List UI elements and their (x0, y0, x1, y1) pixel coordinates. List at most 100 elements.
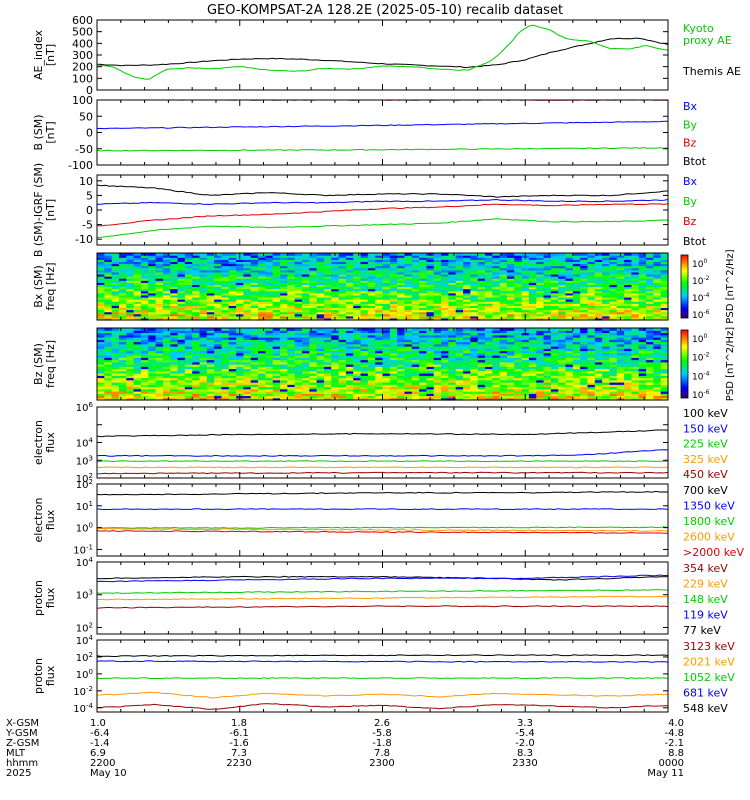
spectrogram-cell (331, 366, 340, 370)
spectrogram-cell (375, 352, 384, 356)
spectrogram-cell (404, 346, 413, 349)
spectrogram-cell (155, 315, 164, 319)
spectrogram-cell (426, 373, 435, 376)
spectrogram-cell (514, 255, 523, 258)
spectrogram-cell (382, 282, 391, 285)
spectrogram-cell (419, 271, 428, 275)
spectrogram-cell (140, 276, 149, 279)
spectrogram-cell (463, 384, 471, 388)
spectrogram-cell (389, 294, 398, 298)
spectrogram-cell (133, 282, 142, 285)
spectrogram-cell (243, 359, 252, 363)
spectrogram-cell (338, 337, 347, 340)
spectrogram-cell (192, 276, 201, 279)
spectrogram-cell (221, 271, 230, 275)
spectrogram-cell (214, 384, 223, 388)
spectrogram-cell (104, 278, 113, 281)
spectrogram-cell (367, 350, 376, 354)
spectrogram-cell (602, 357, 611, 361)
spectrogram-cell (492, 384, 501, 388)
spectrogram-cell (514, 397, 523, 401)
spectrogram-cell (323, 382, 332, 385)
spectrogram-cell (375, 263, 384, 267)
series-group (97, 184, 668, 239)
spectrogram-cell (536, 364, 545, 367)
spectrogram-cell (499, 311, 508, 315)
spectrogram-cell (148, 259, 157, 262)
spectrogram-cell (104, 375, 113, 379)
spectrogram-cell (484, 357, 493, 361)
spectrogram-cell (492, 271, 501, 275)
spectrogram-cell (301, 317, 310, 321)
spectrogram-cell (594, 311, 603, 315)
spectrogram-cell (441, 361, 449, 365)
spectrogram-cell (309, 313, 318, 317)
spectrogram-cell (397, 377, 406, 381)
spectrogram-cell (624, 377, 632, 381)
spectrogram-cell (250, 355, 259, 358)
spectrogram-cell (236, 384, 245, 388)
spectrogram-cell (287, 366, 296, 370)
spectrogram-cell (426, 292, 435, 296)
spectrogram-cell (536, 393, 545, 397)
spectrogram-cell (433, 339, 442, 343)
spectrogram-cell (236, 366, 245, 370)
spectrogram-cell (280, 395, 288, 399)
spectrogram-cell (543, 269, 552, 273)
spectrogram-cell (126, 352, 135, 356)
spectrogram-cell (294, 350, 303, 354)
spectrogram-cell (177, 286, 186, 290)
spectrogram-cell (653, 313, 662, 317)
spectrogram-cell (521, 278, 530, 281)
spectrogram-cell (126, 384, 135, 388)
spectrogram-cell (528, 255, 537, 258)
spectrogram-cell (162, 261, 171, 265)
spectrogram-cell (155, 292, 164, 296)
spectrogram-cell (653, 280, 662, 283)
spectrogram-cell (133, 341, 142, 345)
spectrogram-cell (265, 384, 274, 388)
spectrogram-cell (594, 253, 603, 256)
spectrogram-cell (550, 305, 559, 309)
spectrogram-cell (660, 288, 669, 292)
spectrogram-cell (294, 382, 303, 385)
spectrogram-cell (594, 271, 603, 275)
spectrogram-cell (638, 337, 647, 340)
spectrogram-cell (397, 343, 406, 347)
spectrogram-cell (111, 290, 120, 294)
spectrogram-cell (404, 273, 413, 277)
spectrogram-cell (646, 375, 654, 379)
spectrogram-cell (272, 309, 281, 313)
spectrogram-cell (404, 299, 413, 302)
spectrogram-cell (499, 301, 508, 304)
spectrogram-cell (243, 382, 252, 385)
spectrogram-cell (580, 292, 589, 296)
spectrogram-cell (638, 299, 647, 302)
spectrogram-cell (294, 341, 303, 345)
spectrogram-cell (638, 278, 647, 281)
spectrogram-cell (236, 267, 245, 271)
spectrogram-cell (265, 350, 274, 354)
spectrogram-cell (228, 276, 237, 279)
spectrogram-cell (404, 292, 413, 296)
spectrogram-cell (287, 290, 296, 294)
spectrogram-cell (404, 377, 413, 381)
spectrogram-cell (177, 253, 186, 256)
spectrogram-cell (155, 263, 164, 267)
spectrogram-cell (426, 366, 435, 370)
spectrogram-cell (397, 368, 406, 372)
spectrogram-cell (463, 288, 471, 292)
spectrogram-cell (353, 361, 362, 365)
spectrogram-cell (653, 261, 662, 265)
spectrogram-cell (638, 366, 647, 370)
spectrogram-cell (177, 346, 186, 349)
spectrogram-cell (280, 348, 288, 352)
spectrogram-cell (206, 370, 215, 374)
spectrogram-cell (375, 255, 384, 258)
spectrogram-cell (397, 292, 406, 296)
spectrogram-cell (470, 391, 479, 394)
spectrogram-cell (111, 348, 120, 352)
spectrogram-cell (148, 294, 157, 298)
spectrogram-cell (492, 379, 501, 383)
spectrogram-cell (470, 379, 479, 383)
